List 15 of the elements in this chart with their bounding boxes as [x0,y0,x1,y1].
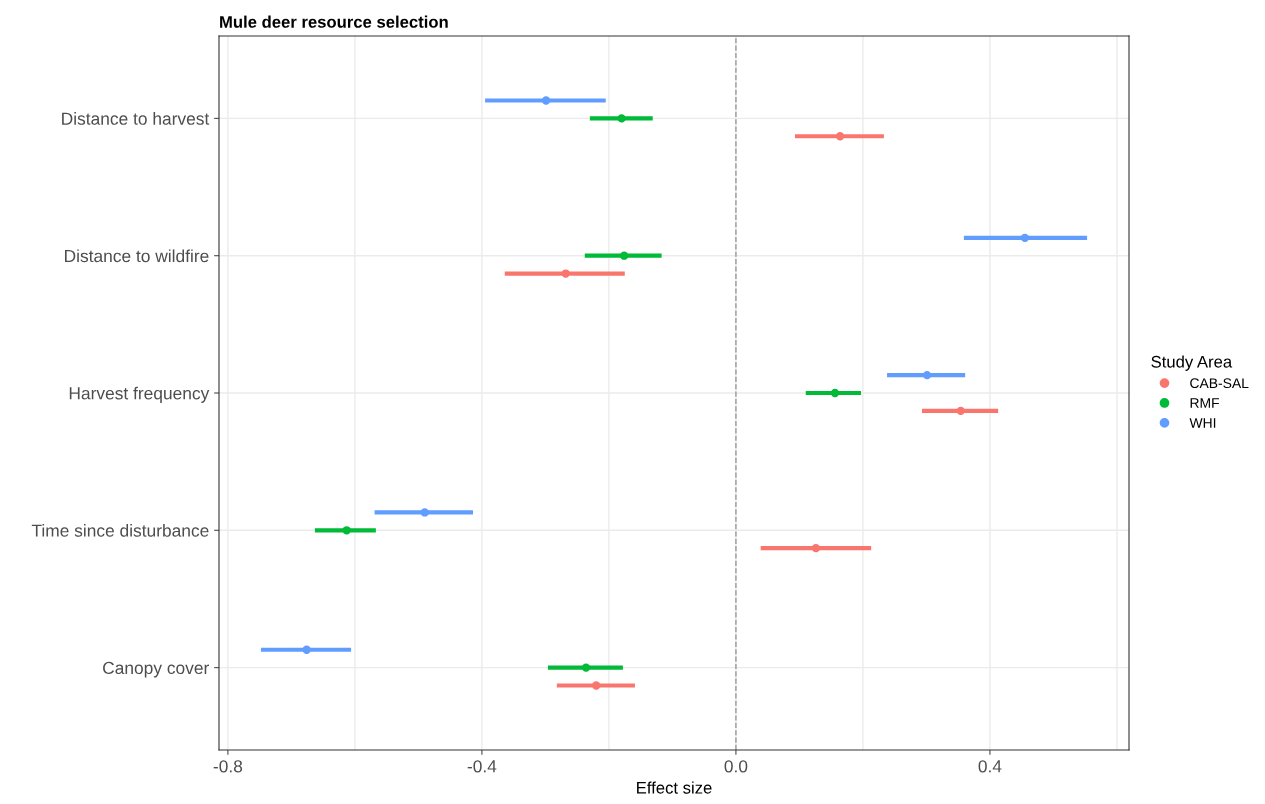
legend-title: Study Area [1151,355,1233,371]
legend-label: RMF [1190,398,1220,408]
y-tick-label: Time since disturbance [31,524,209,537]
x-tick-label: 0.0 [724,760,748,773]
x-tick-label: 0.4 [978,760,1002,773]
y-tick-label: Distance to harvest [62,112,210,125]
x-tick-label: -0.4 [467,760,497,773]
legend-label: WHI [1189,418,1216,428]
chart-title: Mule deer resource selection [220,15,448,28]
x-tick-label: -0.8 [213,760,243,773]
y-tick-label: Canopy cover [103,661,209,678]
y-tick-label: Distance to wildfire [65,249,209,263]
x-axis-title: Effect size [637,781,712,794]
legend-label: CAB-SAL [1190,378,1249,389]
y-tick-label: Harvest frequency [69,386,210,403]
